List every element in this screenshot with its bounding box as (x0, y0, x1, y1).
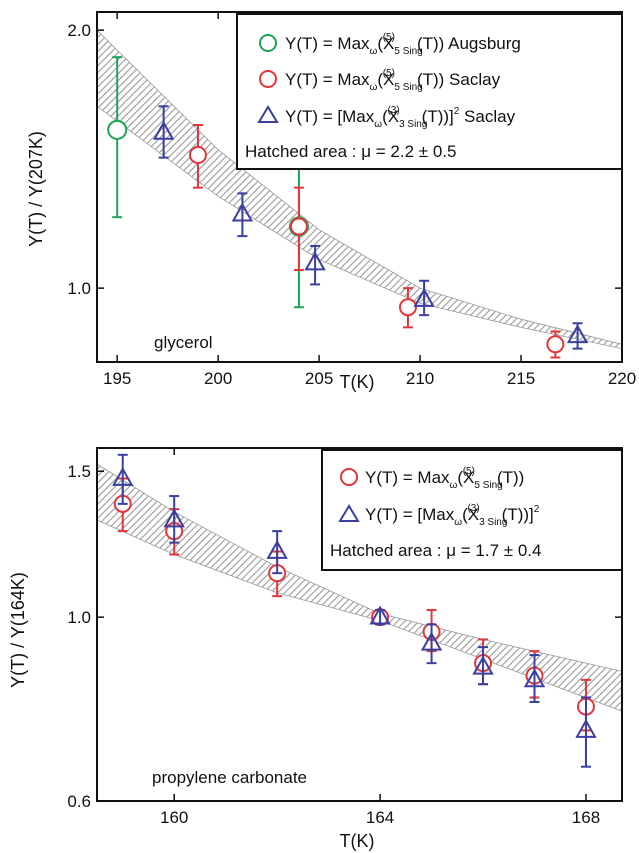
glycerol-x-tick-label: 220 (608, 369, 636, 388)
glycerol-x-tick-label: 205 (305, 369, 333, 388)
glycerol-x-axis-label: T(K) (340, 372, 375, 392)
propylene-carbonate-triangle-point (163, 508, 185, 528)
propylene-carbonate-annotation: propylene carbonate (152, 768, 307, 787)
legend-entry-x3: Y(T) = [Maxω(X3 Sing(3) (T))]2 (365, 503, 540, 528)
glycerol-circle-point (546, 335, 565, 354)
glycerol-triangle-point (231, 202, 254, 222)
glycerol-circle-point (188, 146, 207, 165)
glycerol-circle-point (289, 217, 308, 236)
propylene-carbonate-x-tick-label: 160 (160, 808, 188, 827)
glycerol-plot-area: 195 200 205 210 215 220 1.0 2.0 (67, 11, 636, 388)
propylene-carbonate-triangle-point (369, 605, 391, 625)
legend-entry-x5: Y(T) = Maxω(X5 Sing(5) (T)) (365, 466, 524, 491)
glycerol-chart: 195 200 205 210 215 220 1.0 2.0 Y(T) = Maxω(X5 … (26, 11, 636, 392)
glycerol-triangle-point (304, 251, 326, 271)
glycerol-triangle-point (152, 120, 175, 140)
legend-marker-x3-triangle (338, 504, 360, 522)
glycerol-x-tick-label: 210 (406, 369, 434, 388)
glycerol-triangle-point (413, 287, 435, 307)
glycerol-circle-point (107, 119, 128, 140)
propylene-carbonate-plot-area: 160 164 168 0.6 1.0 1.5 (67, 447, 623, 827)
glycerol-series-2 (188, 124, 565, 359)
glycerol-legend-box (236, 13, 623, 170)
propylene-carbonate-y-tick-label: 1.0 (67, 608, 91, 627)
propylene-carbonate-series-2 (112, 453, 597, 768)
legend-marker-saclay-circle (259, 70, 277, 88)
propylene-carbonate-x-axis-label: T(K) (340, 831, 375, 851)
propylene-carbonate-triangle-point (575, 718, 597, 738)
glycerol-hatched-area-note: Hatched area : μ = 2.2 ± 0.5 (245, 142, 456, 161)
glycerol-series-3 (152, 105, 589, 350)
glycerol-legend: Y(T) = Maxω(X5 Sing(5) (T)) Augsburg Y(T)… (236, 13, 623, 170)
glycerol-x-tick-label: 215 (507, 369, 535, 388)
propylene-carbonate-y-axis-label: Y(T) / Y(164K) (8, 572, 28, 688)
legend-marker-augsburg-circle (259, 34, 277, 52)
propylene-carbonate-legend: Y(T) = Maxω(X5 Sing(5) (T)) Y(T) = [Maxω(… (321, 449, 623, 571)
propylene-carbonate-triangle-point (472, 655, 494, 675)
legend-marker-saclay-triangle (257, 105, 279, 123)
legend-marker-x5-circle (340, 468, 358, 486)
glycerol-y-tick-label: 2.0 (67, 21, 91, 40)
glycerol-plot-frame (96, 11, 623, 363)
glycerol-y-tick-label: 1.0 (67, 279, 91, 298)
glycerol-y-axis-label: Y(T) / Y(207K) (26, 131, 46, 247)
propylene-carbonate-triangle-point (266, 539, 288, 559)
propylene-carbonate-chart: 160 164 168 0.6 1.0 1.5 Y(T) = Maxω(X5 Sing(5… (8, 447, 623, 851)
propylene-carbonate-legend-box (321, 449, 623, 571)
legend-entry-saclay-x3: Y(T) = [Maxω(X3 Sing(3) (T))]2 Saclay (285, 105, 516, 130)
glycerol-circle-point (398, 298, 417, 317)
glycerol-triangle-point (566, 324, 589, 344)
propylene-carbonate-triangle-point (523, 668, 546, 688)
glycerol-x-tick-label: 195 (103, 369, 131, 388)
propylene-carbonate-triangle-point (112, 466, 134, 486)
legend-entry-saclay-x5: Y(T) = Maxω(X5 Sing(5) (T)) Saclay (285, 68, 501, 93)
propylene-carbonate-y-tick-label: 1.5 (67, 462, 91, 481)
propylene-carbonate-x-tick-label: 168 (572, 808, 600, 827)
glycerol-x-tick-label: 200 (204, 369, 232, 388)
propylene-carbonate-y-tick-label: 0.6 (67, 792, 91, 811)
propylene-carbonate-plot-frame (96, 447, 623, 802)
glycerol-hatched-band (97, 29, 622, 350)
glycerol-annotation: glycerol (154, 333, 213, 352)
propylene-carbonate-hatched-area-note: Hatched area : μ = 1.7 ± 0.4 (330, 541, 541, 560)
propylene-carbonate-x-tick-label: 164 (366, 808, 394, 827)
propylene-carbonate-triangle-point (420, 631, 443, 651)
